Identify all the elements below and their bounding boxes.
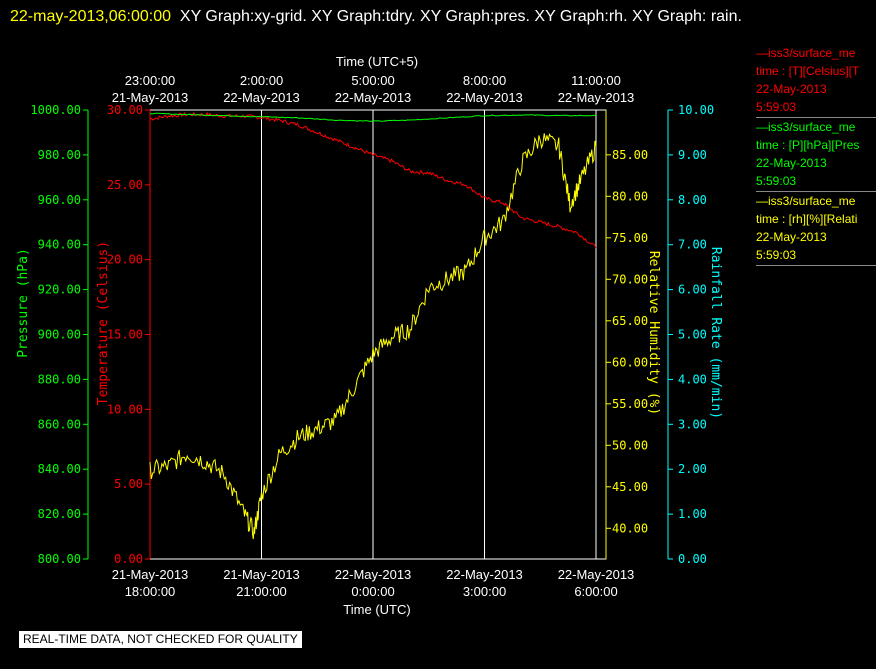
header-graph-list: XY Graph:xy-grid. XY Graph:tdry. XY Grap… (179, 8, 742, 25)
chart-legend: —iss3/surface_me time : [T][Celsius][T 2… (756, 44, 876, 266)
rain-tick-label: 3.00 (678, 417, 707, 431)
x-bottom-tick-time: 0:00:00 (351, 584, 394, 599)
x-top-tick-time: 23:00:00 (125, 73, 176, 88)
legend-variable: time : [rh][%][Relati (756, 212, 858, 226)
pressure-tick-label: 940.00 (38, 238, 81, 252)
rain-tick-label: 10.00 (678, 103, 714, 117)
pressure-tick-label: 900.00 (38, 328, 81, 342)
rh-tick-label: 55.00 (612, 397, 648, 411)
rain-tick-label: 6.00 (678, 283, 707, 297)
rain-tick-label: 7.00 (678, 238, 707, 252)
x-top-tick-date: 22-May-2013 (558, 90, 635, 105)
x-top-axis-label: Time (UTC+5) (336, 54, 418, 69)
temperature-tick-label: 15.00 (107, 328, 143, 342)
legend-variable: time : [T][Celsius][T (756, 64, 860, 78)
rh-tick-label: 75.00 (612, 231, 648, 245)
legend-date: 22-May-2013 (756, 230, 827, 244)
x-top-tick-date: 22-May-2013 (223, 90, 300, 105)
rh-tick-label: 40.00 (612, 521, 648, 535)
rain-tick-label: 4.00 (678, 372, 707, 386)
legend-source: —iss3/surface_me (756, 46, 856, 60)
x-bottom-tick-time: 18:00:00 (125, 584, 176, 599)
pressure-tick-label: 820.00 (38, 507, 81, 521)
rh-axis-label: Relative Humidity (%) (646, 251, 661, 415)
rain-tick-label: 9.00 (678, 148, 707, 162)
legend-item-temperature: —iss3/surface_me time : [T][Celsius][T 2… (756, 44, 876, 118)
legend-source: —iss3/surface_me (756, 194, 856, 208)
series-line-pressure (149, 112, 597, 123)
rain-tick-label: 0.00 (678, 552, 707, 566)
legend-variable: time : [P][hPa][Pres (756, 138, 860, 152)
temperature-tick-label: 20.00 (107, 253, 143, 267)
page-header: 22-may-2013,06:00:00 XY Graph:xy-grid. X… (10, 2, 750, 31)
series-line-rh (149, 133, 597, 540)
x-top-tick-time: 11:00:00 (571, 73, 621, 88)
rain-tick-label: 8.00 (678, 193, 707, 207)
x-top-tick-date: 21-May-2013 (112, 90, 189, 105)
legend-source: —iss3/surface_me (756, 120, 856, 134)
legend-item-pressure: —iss3/surface_me time : [P][hPa][Pres 22… (756, 118, 876, 192)
pressure-tick-label: 1000.00 (30, 103, 81, 117)
chart-grid (149, 109, 607, 560)
temperature-axis-label: Temperature (Celsius) (96, 241, 111, 405)
pressure-tick-label: 920.00 (38, 283, 81, 297)
x-bottom-tick-date: 22-May-2013 (446, 567, 523, 582)
temperature-tick-label: 30.00 (107, 103, 143, 117)
chart-series (149, 111, 597, 540)
legend-time: 5:59:03 (756, 248, 797, 262)
rh-tick-label: 65.00 (612, 314, 648, 328)
pressure-tick-label: 960.00 (38, 193, 81, 207)
rh-tick-label: 60.00 (612, 355, 648, 369)
plot-frame (149, 109, 607, 560)
x-top-tick-date: 22-May-2013 (335, 90, 412, 105)
rh-tick-label: 70.00 (612, 272, 648, 286)
x-bottom-tick-time: 21:00:00 (236, 584, 287, 599)
series-line-temperature (149, 111, 597, 248)
x-bottom-tick-time: 6:00:00 (574, 584, 617, 599)
pressure-tick-label: 860.00 (38, 417, 81, 431)
rh-tick-label: 50.00 (612, 438, 648, 452)
legend-date: 22-May-2013 (756, 156, 827, 170)
pressure-tick-label: 980.00 (38, 148, 81, 162)
rain-axis-label: Rainfall Rate (mm/min) (708, 247, 723, 419)
x-bottom-tick-date: 21-May-2013 (112, 567, 189, 582)
legend-time: 5:59:03 (756, 100, 797, 114)
rh-tick-label: 45.00 (612, 480, 648, 494)
x-bottom-tick-date: 22-May-2013 (335, 567, 412, 582)
x-top-tick-time: 8:00:00 (463, 73, 506, 88)
rain-tick-label: 5.00 (678, 328, 707, 342)
rh-tick-label: 85.00 (612, 148, 648, 162)
temperature-tick-label: 0.00 (114, 552, 143, 566)
legend-date: 22-May-2013 (756, 82, 827, 96)
quality-disclaimer: REAL-TIME DATA, NOT CHECKED FOR QUALITY (19, 631, 302, 648)
rain-tick-label: 1.00 (678, 507, 707, 521)
x-bottom-tick-date: 21-May-2013 (223, 567, 300, 582)
legend-item-rh: —iss3/surface_me time : [rh][%][Relati 2… (756, 192, 876, 266)
pressure-tick-label: 840.00 (38, 462, 81, 476)
chart-axes: 21-May-2013 18:00:00 21-May-2013 21:00:00 22… (30, 73, 714, 599)
x-bottom-tick-time: 3:00:00 (463, 584, 506, 599)
legend-time: 5:59:03 (756, 174, 797, 188)
x-bottom-axis-label: Time (UTC) (343, 602, 410, 617)
header-datetime: 22-may-2013,06:00:00 (10, 8, 171, 25)
pressure-tick-label: 880.00 (38, 372, 81, 386)
rh-tick-label: 80.00 (612, 189, 648, 203)
x-top-tick-time: 2:00:00 (240, 73, 283, 88)
temperature-tick-label: 5.00 (114, 477, 143, 491)
temperature-tick-label: 25.00 (107, 178, 143, 192)
temperature-tick-label: 10.00 (107, 402, 143, 416)
pressure-axis-label: Pressure (hPa) (16, 248, 31, 358)
x-top-tick-time: 5:00:00 (351, 73, 394, 88)
x-bottom-tick-date: 22-May-2013 (558, 567, 635, 582)
rain-tick-label: 2.00 (678, 462, 707, 476)
x-top-tick-date: 22-May-2013 (446, 90, 523, 105)
pressure-tick-label: 800.00 (38, 552, 81, 566)
